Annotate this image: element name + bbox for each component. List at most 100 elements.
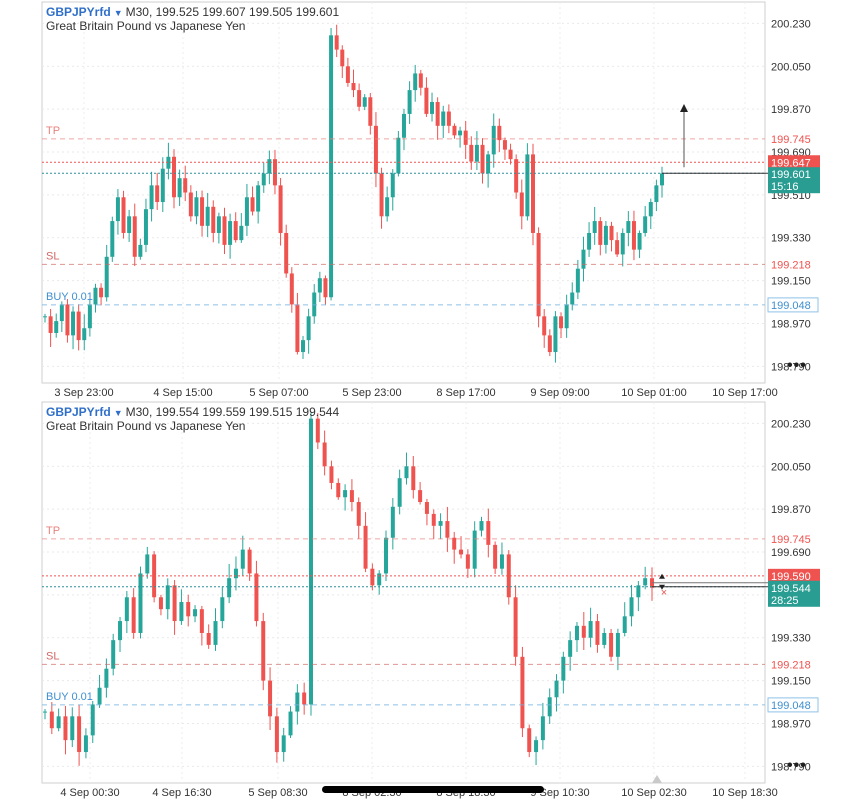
candle-body [390, 506, 395, 538]
candle-body [598, 221, 603, 245]
candle-body [660, 173, 664, 186]
tp-price-tag: 199.745 [771, 134, 811, 146]
candle-body [172, 585, 177, 622]
candle-body [351, 82, 356, 91]
symbol-selector[interactable]: GBPJPYrfd [46, 5, 111, 19]
candle-body [636, 585, 641, 598]
x-tick-label: 5 Sep 07:00 [249, 387, 308, 399]
more-dots-icon[interactable]: ••• [787, 357, 807, 374]
candle-body [336, 482, 341, 498]
candle-body [497, 125, 502, 141]
candle-body [155, 185, 160, 203]
candle-body [193, 609, 198, 617]
chart-panel-top[interactable]: TP SL BUY 0.01 200.230 200.050 199.870 199.690… [0, 0, 865, 400]
candle-body [424, 87, 429, 114]
tp-label: TP [46, 525, 60, 537]
x-tick-label: 4 Sep 00:30 [60, 787, 119, 799]
candle-body [363, 525, 368, 569]
arrow-up-icon [659, 573, 665, 579]
candle-body [295, 692, 300, 712]
candle-body [463, 130, 468, 145]
candle-body [138, 573, 143, 633]
candle-body [239, 225, 244, 241]
candle-body [145, 554, 150, 574]
candle-body [71, 311, 76, 336]
candle-body [609, 632, 614, 657]
candle-body [188, 192, 193, 217]
price-chart[interactable]: TP SL BUY 0.01 × 200.230 200.050 199.870 199.69… [0, 400, 865, 800]
candle-body [445, 521, 450, 538]
candle-body [63, 716, 68, 741]
candle-body [385, 197, 390, 217]
candle-body [76, 311, 81, 341]
candle-body [329, 35, 334, 298]
y-tick-label: 198.790 [771, 361, 811, 373]
candle-body [643, 578, 648, 586]
candle-body [254, 573, 259, 622]
chart-header: GBPJPYrfd ▼ M30, 199.554 199.559 199.515 1… [46, 405, 339, 419]
x-tick-label: 4 Sep 15:00 [153, 387, 212, 399]
candle-body [222, 216, 227, 245]
chart-panel-bottom[interactable]: TP SL BUY 0.01 × 200.230 200.050 199.870 199.69… [0, 400, 865, 800]
y-tick-label: 198.790 [771, 761, 811, 773]
candle-body [413, 73, 418, 91]
caret-down-icon[interactable]: ▼ [113, 8, 123, 18]
candle-body [48, 316, 53, 333]
bar-countdown: 28:25 [771, 595, 799, 607]
candle-body [121, 197, 126, 233]
candle-body [220, 597, 225, 622]
candle-body [587, 232, 592, 250]
bid-price-box [768, 167, 820, 194]
symbol-selector[interactable]: GBPJPYrfd [46, 405, 111, 419]
candle-body [602, 632, 607, 645]
y-tick-label: 200.050 [771, 461, 811, 473]
more-dots-icon[interactable]: ••• [787, 757, 807, 774]
candle-body [228, 221, 233, 245]
candle-body [343, 490, 348, 498]
candle-body [547, 335, 552, 353]
home-indicator[interactable] [322, 786, 544, 793]
candle-body [124, 597, 129, 622]
ask-price-box [768, 568, 820, 582]
candle-body [452, 125, 457, 136]
candle-body [82, 328, 87, 341]
candle-body [620, 232, 625, 255]
candle-body [527, 728, 532, 753]
bid-price-tag: 199.544 [771, 583, 811, 595]
candle-body [472, 530, 477, 569]
caret-down-icon[interactable]: ▼ [113, 408, 123, 418]
candle-body [525, 154, 530, 217]
candle-body [373, 125, 378, 174]
candle-body [205, 206, 210, 226]
x-tick-label: 9 Sep 10:30 [530, 787, 589, 799]
candle-body [49, 711, 54, 729]
bar-countdown: 15:16 [771, 181, 799, 193]
candle-body [216, 216, 221, 233]
candle-body [281, 735, 286, 753]
candle-body [424, 502, 429, 514]
candle-body [418, 73, 423, 88]
candle-body [411, 466, 416, 491]
candle-body [568, 640, 573, 657]
scroll-marker-icon [652, 775, 662, 783]
candle-body [648, 202, 653, 217]
symbol-description: Great Britain Pound vs Japanese Yen [46, 19, 246, 33]
chart-header: GBPJPYrfd ▼ M30, 199.525 199.607 199.505 1… [46, 5, 339, 19]
candle-body [561, 656, 566, 681]
candle-body [87, 304, 92, 329]
y-tick-label: 200.050 [771, 61, 811, 73]
candle-body [111, 640, 116, 669]
candle-body [110, 221, 115, 257]
candle-body [158, 597, 163, 610]
candle-body [99, 287, 104, 298]
candle-body [430, 102, 435, 114]
candle-body [581, 249, 586, 269]
candle-body [643, 216, 648, 233]
candle-body [502, 140, 507, 150]
candle-body [322, 442, 327, 467]
candle-body [588, 621, 593, 638]
candle-body [77, 716, 82, 753]
candle-body [179, 602, 184, 622]
candle-body [227, 578, 232, 598]
